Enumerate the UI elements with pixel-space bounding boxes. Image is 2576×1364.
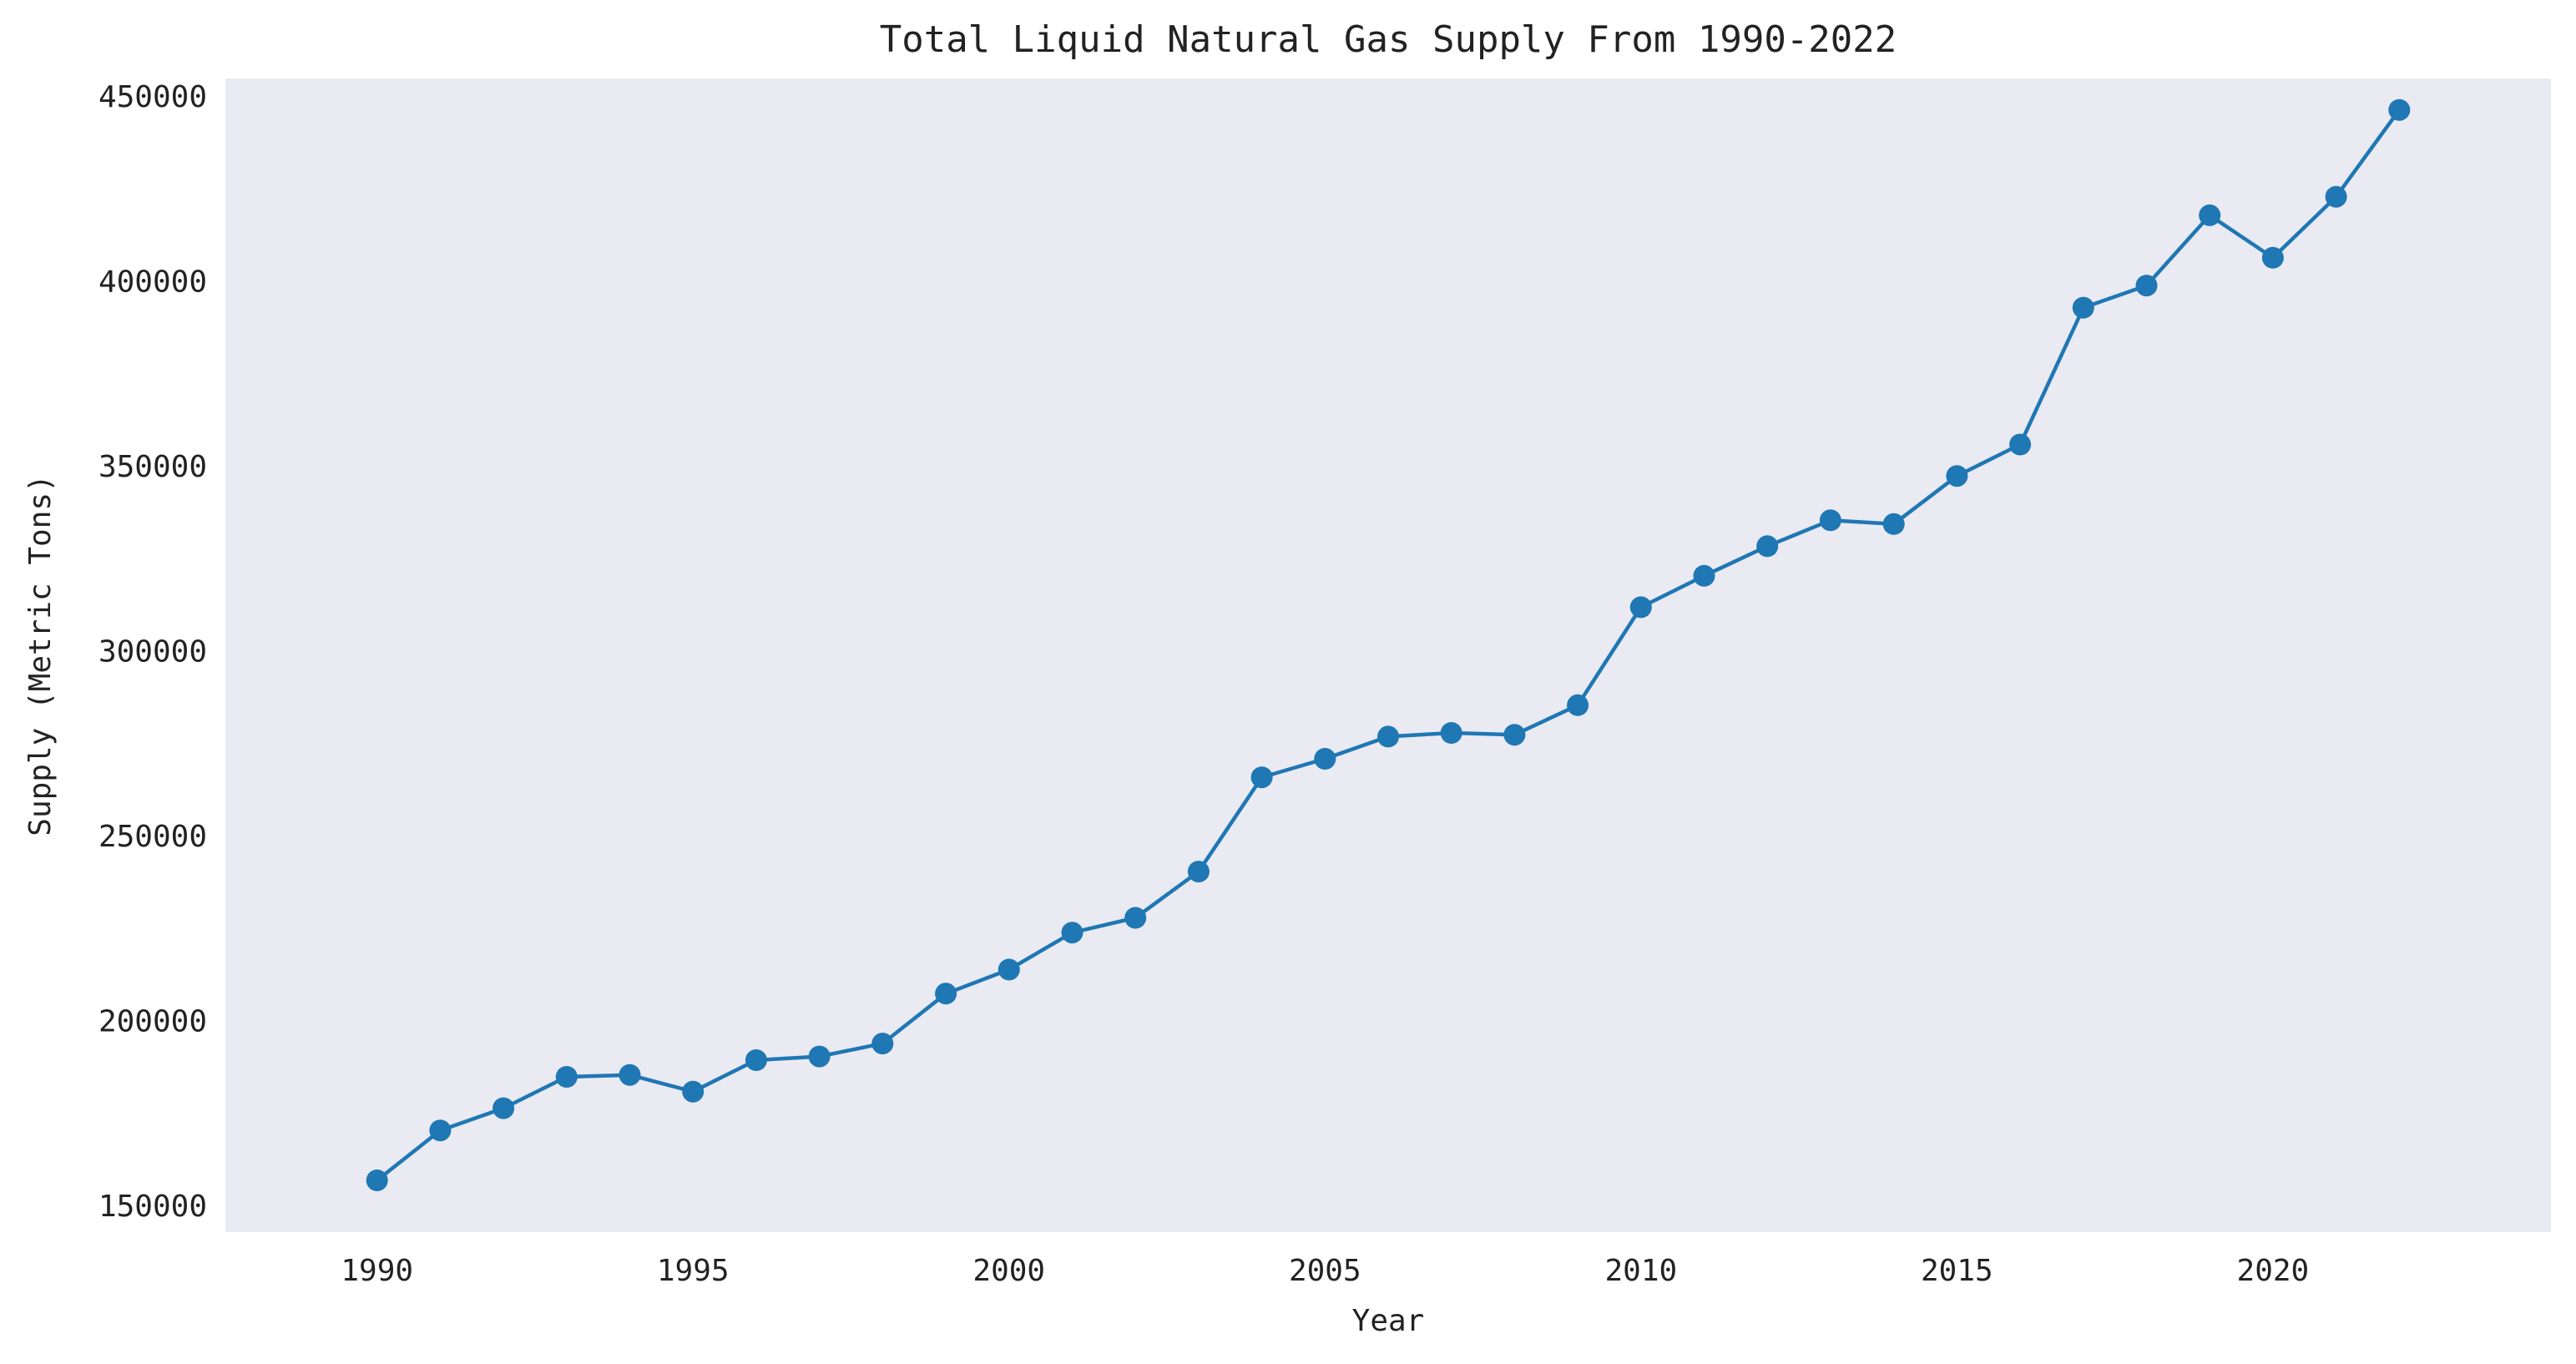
data-points <box>366 99 2411 1191</box>
data-point <box>1819 509 1841 532</box>
data-point <box>1946 465 1968 488</box>
data-point <box>1440 722 1462 744</box>
x-axis-label: Year <box>1352 1304 1425 1338</box>
x-tick-label: 2000 <box>972 1254 1045 1288</box>
y-tick-label: 250000 <box>98 820 207 854</box>
x-tick-label: 1995 <box>657 1254 730 1288</box>
data-point <box>555 1066 578 1088</box>
data-point <box>998 958 1020 981</box>
data-point <box>1629 596 1652 619</box>
y-tick-label: 200000 <box>98 1005 207 1039</box>
data-point <box>808 1045 831 1068</box>
data-point <box>682 1080 705 1103</box>
data-point <box>2261 246 2284 269</box>
data-point <box>1503 724 1526 746</box>
x-tick-label: 1990 <box>341 1254 413 1288</box>
data-point <box>619 1063 641 1086</box>
y-axis-ticks: 150000 200000 250000 300000 350000 400000 4500… <box>98 80 207 1224</box>
data-point <box>1314 748 1336 770</box>
data-point <box>1882 513 1905 535</box>
data-point <box>1061 922 1083 944</box>
data-point <box>745 1049 767 1071</box>
x-axis-ticks: 1990 1995 2000 2005 2010 2015 2020 <box>341 1254 2309 1288</box>
data-point <box>871 1033 894 1055</box>
data-point <box>2325 185 2347 208</box>
x-tick-label: 2020 <box>2237 1254 2310 1288</box>
y-tick-label: 400000 <box>98 265 207 300</box>
data-point <box>2388 99 2411 121</box>
data-point <box>1187 861 1210 883</box>
y-tick-label: 450000 <box>98 80 207 114</box>
y-tick-label: 300000 <box>98 635 207 669</box>
data-point <box>935 983 957 1005</box>
plot-area <box>225 78 2551 1232</box>
x-tick-label: 2005 <box>1289 1254 1361 1288</box>
x-tick-label: 2010 <box>1604 1254 1677 1288</box>
y-axis-label: Supply (Metric Tons) <box>23 474 58 836</box>
data-point <box>1756 535 1779 558</box>
data-point <box>429 1119 452 1142</box>
x-tick-label: 2015 <box>1921 1254 1993 1288</box>
data-point <box>492 1097 515 1119</box>
y-tick-label: 350000 <box>98 450 207 484</box>
data-point <box>1567 694 1589 716</box>
y-tick-label: 150000 <box>98 1190 207 1224</box>
data-point <box>1377 725 1399 748</box>
data-point <box>2009 433 2032 456</box>
data-point <box>2072 296 2094 319</box>
data-point <box>2199 204 2221 226</box>
chart-title: Total Liquid Natural Gas Supply From 199… <box>880 18 1897 61</box>
data-point <box>1250 766 1273 789</box>
data-point <box>2135 275 2158 297</box>
data-point <box>366 1170 388 1191</box>
data-point <box>1124 907 1147 929</box>
data-point <box>1693 564 1715 587</box>
